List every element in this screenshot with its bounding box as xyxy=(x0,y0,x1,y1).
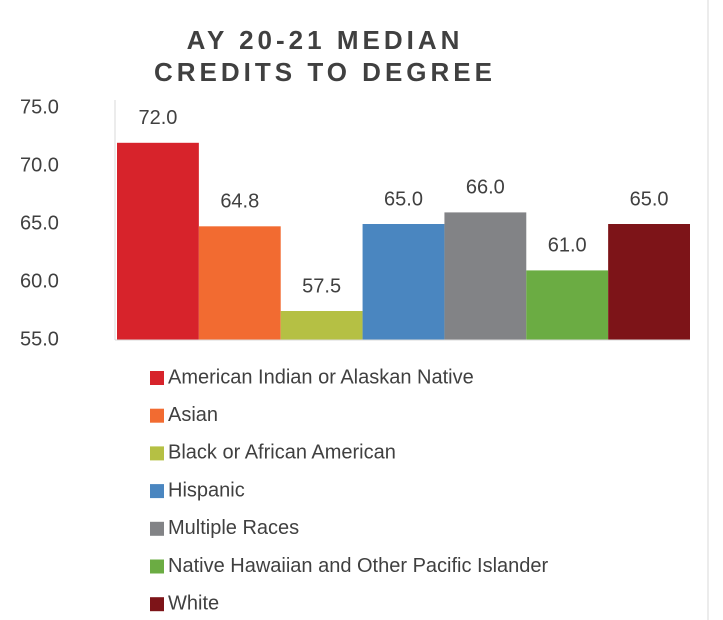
data-label: 61.0 xyxy=(548,235,587,257)
data-label: 65.0 xyxy=(630,188,669,210)
legend-swatch xyxy=(150,408,164,423)
data-label: 72.0 xyxy=(138,107,177,129)
legend-swatch xyxy=(150,446,164,461)
y-tick-label: 75.0 xyxy=(20,96,59,118)
legend-swatch xyxy=(150,559,164,574)
bar xyxy=(444,212,527,340)
legend-label: American Indian or Alaskan Native xyxy=(168,366,474,388)
legend-label: White xyxy=(168,592,219,614)
legend-label: Native Hawaiian and Other Pacific Island… xyxy=(168,555,549,577)
legend-swatch xyxy=(150,371,164,385)
legend-label: Hispanic xyxy=(168,479,245,501)
bar xyxy=(198,226,281,340)
bar xyxy=(362,224,445,340)
bar xyxy=(280,311,363,340)
legend-label: Black or African American xyxy=(168,442,396,464)
legend-label: Asian xyxy=(168,404,218,426)
chart-title: AY 20-21 MEDIAN CREDITS TO DEGREE xyxy=(153,25,496,87)
data-label: 57.5 xyxy=(302,275,341,297)
legend-swatch xyxy=(150,484,164,499)
y-tick-label: 55.0 xyxy=(20,328,59,350)
legend-label: Multiple Races xyxy=(168,517,299,539)
bar xyxy=(117,142,199,340)
data-label: 66.0 xyxy=(466,177,505,199)
y-tick-label: 70.0 xyxy=(20,154,59,176)
bar xyxy=(608,224,690,340)
legend-swatch xyxy=(150,521,164,536)
bar xyxy=(526,270,609,340)
data-label: 64.8 xyxy=(220,191,259,213)
y-tick-label: 60.0 xyxy=(20,270,59,292)
legend-swatch xyxy=(150,597,164,612)
data-label: 65.0 xyxy=(384,188,423,210)
y-tick-label: 65.0 xyxy=(20,212,59,234)
